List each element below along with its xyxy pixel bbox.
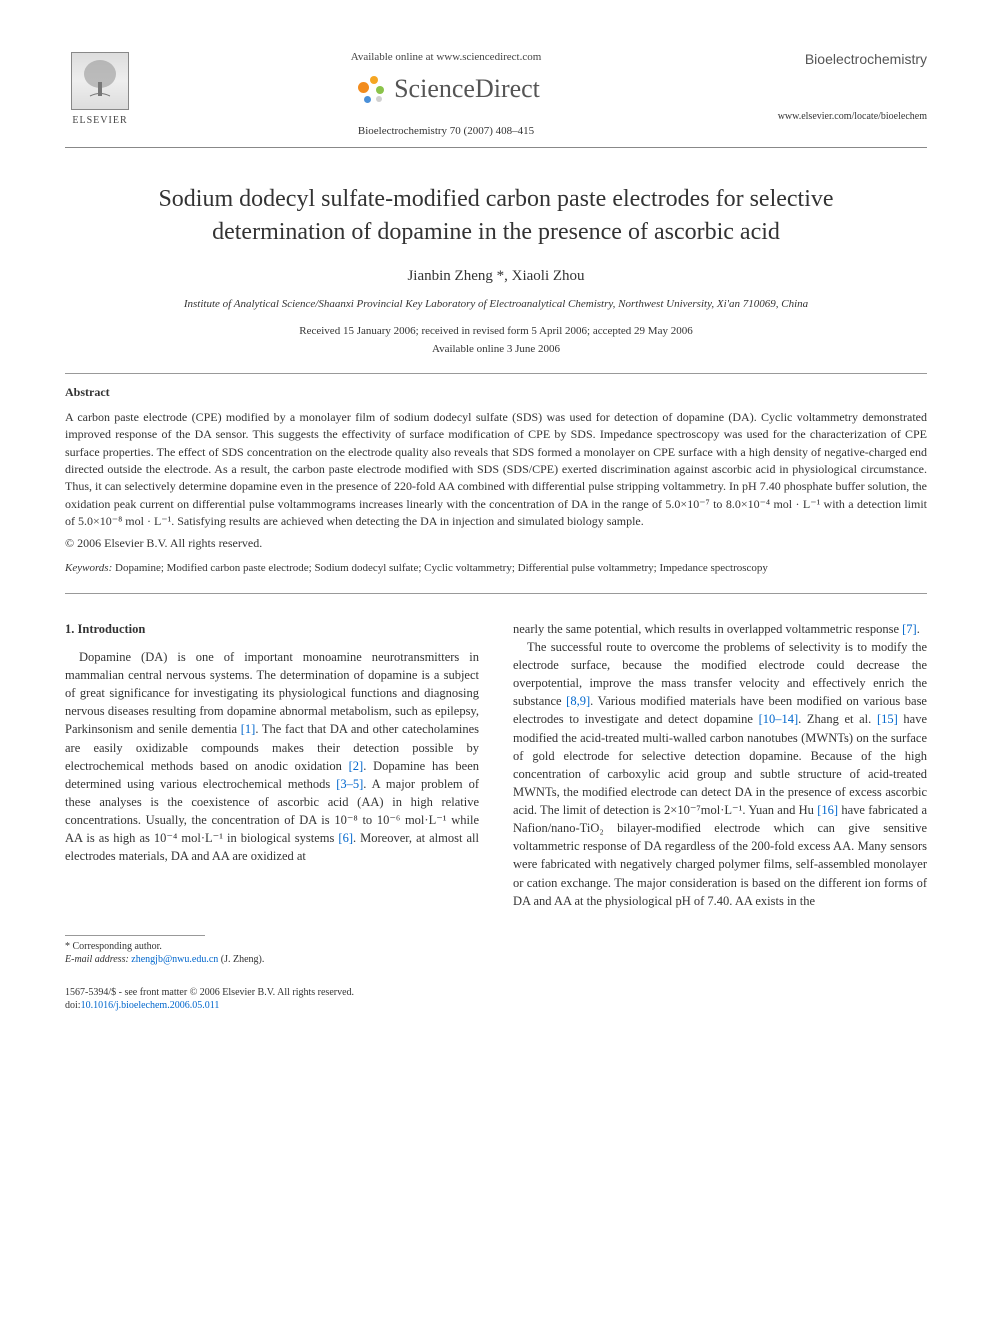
keywords-bottom-rule xyxy=(65,593,927,594)
intro-heading: 1. Introduction xyxy=(65,620,479,638)
text-run: have fabricated a Nafion/nano-TiO₂ bilay… xyxy=(513,803,927,908)
elsevier-tree-icon xyxy=(71,52,129,110)
available-online-text: Available online at www.sciencedirect.co… xyxy=(155,50,737,65)
keywords-text: Dopamine; Modified carbon paste electrod… xyxy=(112,562,768,574)
text-run: . xyxy=(917,622,920,636)
corr-email-line: E-mail address: zhengjb@nwu.edu.cn (J. Z… xyxy=(65,953,479,966)
doi-link[interactable]: 10.1016/j.bioelechem.2006.05.011 xyxy=(81,1000,220,1011)
footer-doi-line: doi:10.1016/j.bioelechem.2006.05.011 xyxy=(65,999,479,1012)
authors: Jianbin Zheng *, Xiaoli Zhou xyxy=(65,266,927,287)
abstract-copyright: © 2006 Elsevier B.V. All rights reserved… xyxy=(65,535,927,552)
ref-link-16[interactable]: [16] xyxy=(817,803,838,817)
center-header: Available online at www.sciencedirect.co… xyxy=(135,50,757,139)
abstract-text: A carbon paste electrode (CPE) modified … xyxy=(65,409,927,531)
ref-link-6[interactable]: [6] xyxy=(338,831,353,845)
journal-url: www.elsevier.com/locate/bioelechem xyxy=(757,110,927,124)
column-right: nearly the same potential, which results… xyxy=(513,620,927,1013)
email-label: E-mail address: xyxy=(65,954,129,965)
page-footer: 1567-5394/$ - see front matter © 2006 El… xyxy=(65,986,479,1012)
corresponding-author-footnote: * Corresponding author. E-mail address: … xyxy=(65,940,479,966)
text-run: . Zhang et al. xyxy=(798,712,877,726)
footnote-rule xyxy=(65,935,205,936)
text-run: have modified the acid-treated multi-wal… xyxy=(513,712,927,817)
intro-paragraph-2: The successful route to overcome the pro… xyxy=(513,638,927,910)
header-rule xyxy=(65,147,927,148)
ref-link-10-14[interactable]: [10–14] xyxy=(759,712,799,726)
journal-reference: Bioelectrochemistry 70 (2007) 408–415 xyxy=(155,124,737,139)
ref-link-1[interactable]: [1] xyxy=(241,722,256,736)
header-right: Bioelectrochemistry www.elsevier.com/loc… xyxy=(757,50,927,124)
available-online-date: Available online 3 June 2006 xyxy=(65,342,927,357)
sciencedirect-logo: ScienceDirect xyxy=(352,71,540,107)
header-row: ELSEVIER Available online at www.science… xyxy=(65,50,927,139)
elsevier-logo: ELSEVIER xyxy=(65,50,135,130)
received-dates: Received 15 January 2006; received in re… xyxy=(65,324,927,339)
ref-link-2[interactable]: [2] xyxy=(349,759,364,773)
abstract-top-rule xyxy=(65,373,927,374)
body-columns: 1. Introduction Dopamine (DA) is one of … xyxy=(65,620,927,1013)
abstract-body: A carbon paste electrode (CPE) modified … xyxy=(65,410,927,528)
keywords-label: Keywords: xyxy=(65,562,112,574)
sciencedirect-text: ScienceDirect xyxy=(394,71,540,107)
column-left: 1. Introduction Dopamine (DA) is one of … xyxy=(65,620,479,1013)
intro-paragraph-1: Dopamine (DA) is one of important monoam… xyxy=(65,648,479,866)
authors-text: Jianbin Zheng *, Xiaoli Zhou xyxy=(407,268,584,284)
journal-name: Bioelectrochemistry xyxy=(757,50,927,70)
intro-paragraph-1-cont: nearly the same potential, which results… xyxy=(513,620,927,638)
corr-author-label: * Corresponding author. xyxy=(65,940,479,953)
ref-link-3-5[interactable]: [3–5] xyxy=(336,777,363,791)
ref-link-7[interactable]: [7] xyxy=(902,622,917,636)
elsevier-label: ELSEVIER xyxy=(72,114,127,128)
email-link[interactable]: zhengjb@nwu.edu.cn xyxy=(129,954,221,965)
email-tail: (J. Zheng). xyxy=(221,954,265,965)
article-title: Sodium dodecyl sulfate-modified carbon p… xyxy=(115,183,877,248)
sciencedirect-dots-icon xyxy=(352,72,388,108)
keywords-line: Keywords: Dopamine; Modified carbon past… xyxy=(65,561,927,576)
ref-link-15[interactable]: [15] xyxy=(877,712,898,726)
doi-label: doi: xyxy=(65,1000,81,1011)
ref-link-8-9[interactable]: [8,9] xyxy=(566,694,590,708)
page-container: ELSEVIER Available online at www.science… xyxy=(0,0,992,1052)
text-run: nearly the same potential, which results… xyxy=(513,622,902,636)
affiliation: Institute of Analytical Science/Shaanxi … xyxy=(65,297,927,312)
footer-copyright: 1567-5394/$ - see front matter © 2006 El… xyxy=(65,986,479,999)
abstract-heading: Abstract xyxy=(65,384,927,401)
